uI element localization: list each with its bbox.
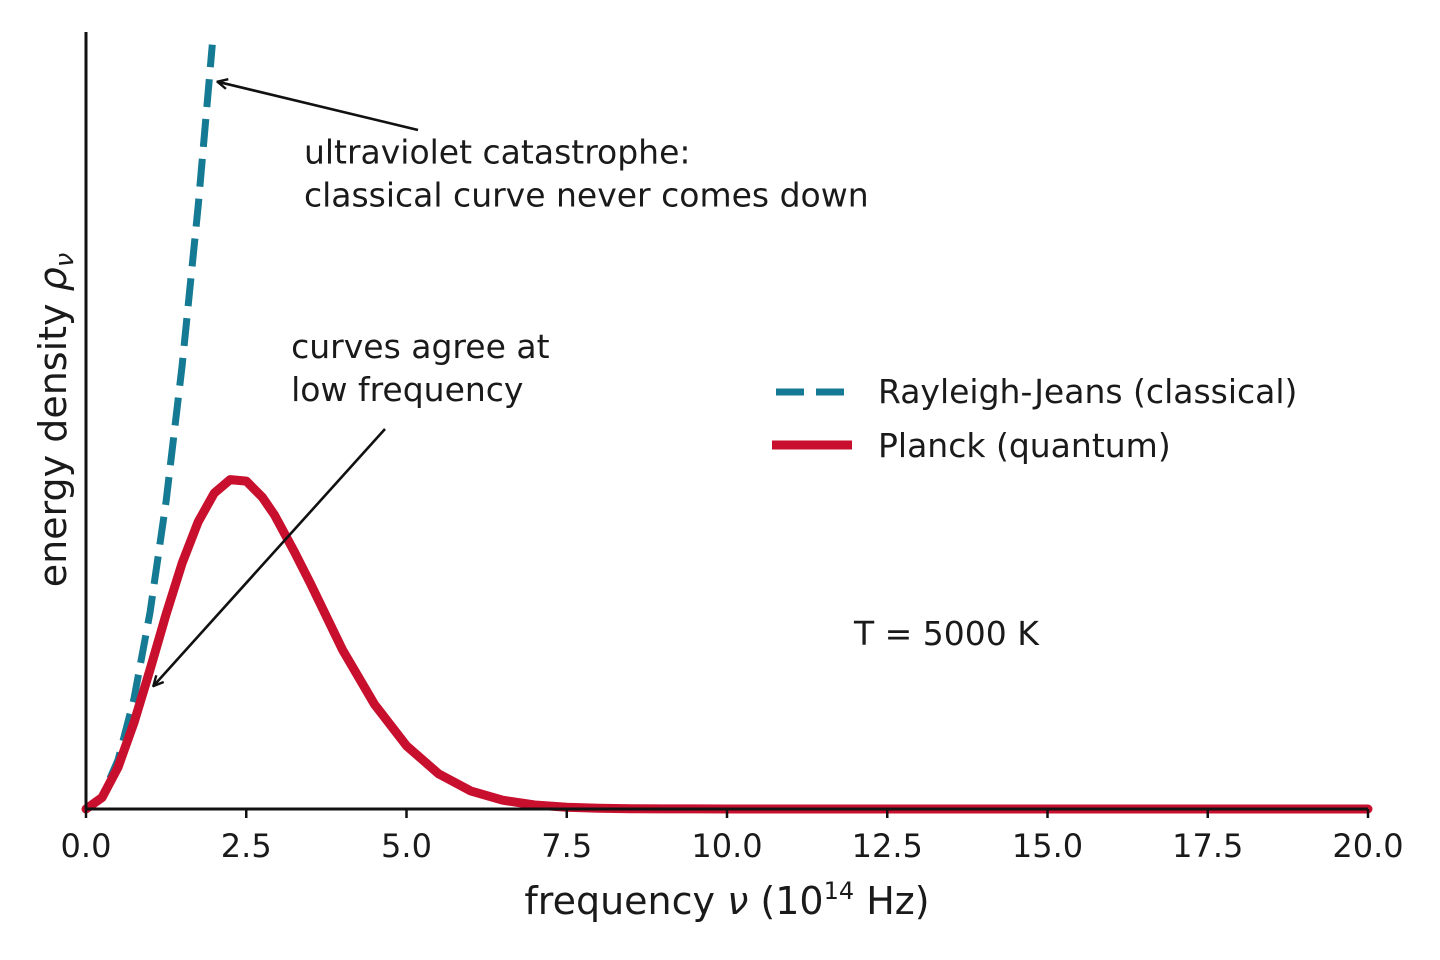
- x-axis-label: frequency ν (1014 Hz): [524, 877, 929, 923]
- x-tick-label: 15.0: [1012, 827, 1083, 865]
- x-ticks: 0.0 2.5 5.0 7.5 10.0 12.5 15.0 17.5 20.0: [61, 809, 1404, 865]
- x-tick-label: 0.0: [61, 827, 112, 865]
- annotation-text: ultraviolet catastrophe:: [304, 132, 691, 171]
- annotation-arrow: [217, 82, 419, 132]
- temperature-label: T = 5000 K: [853, 614, 1040, 653]
- x-tick-label: 2.5: [221, 827, 272, 865]
- annotation-text: curves agree at: [291, 327, 549, 366]
- y-axis-label: energy density ρν: [31, 253, 80, 588]
- legend-label-rayleigh-jeans: Rayleigh-Jeans (classical): [878, 372, 1297, 411]
- plot-area: [81, 44, 1373, 814]
- annotation-text: low frequency: [291, 370, 523, 409]
- annotation-text: classical curve never comes down: [304, 175, 869, 214]
- x-tick-label: 10.0: [691, 827, 762, 865]
- annotation-arrow: [153, 428, 386, 686]
- annotations: ultraviolet catastrophe: classical curve …: [153, 82, 869, 686]
- x-tick-label: 20.0: [1332, 827, 1403, 865]
- x-tick-label: 17.5: [1172, 827, 1243, 865]
- legend-label-planck: Planck (quantum): [878, 426, 1171, 465]
- legend: Rayleigh-Jeans (classical) Planck (quant…: [772, 372, 1297, 465]
- x-tick-label: 7.5: [541, 827, 592, 865]
- x-tick-label: 12.5: [852, 827, 923, 865]
- series-line-planck: [81, 475, 1373, 814]
- x-tick-label: 5.0: [381, 827, 432, 865]
- series-line-rayleigh-jeans: [83, 44, 216, 812]
